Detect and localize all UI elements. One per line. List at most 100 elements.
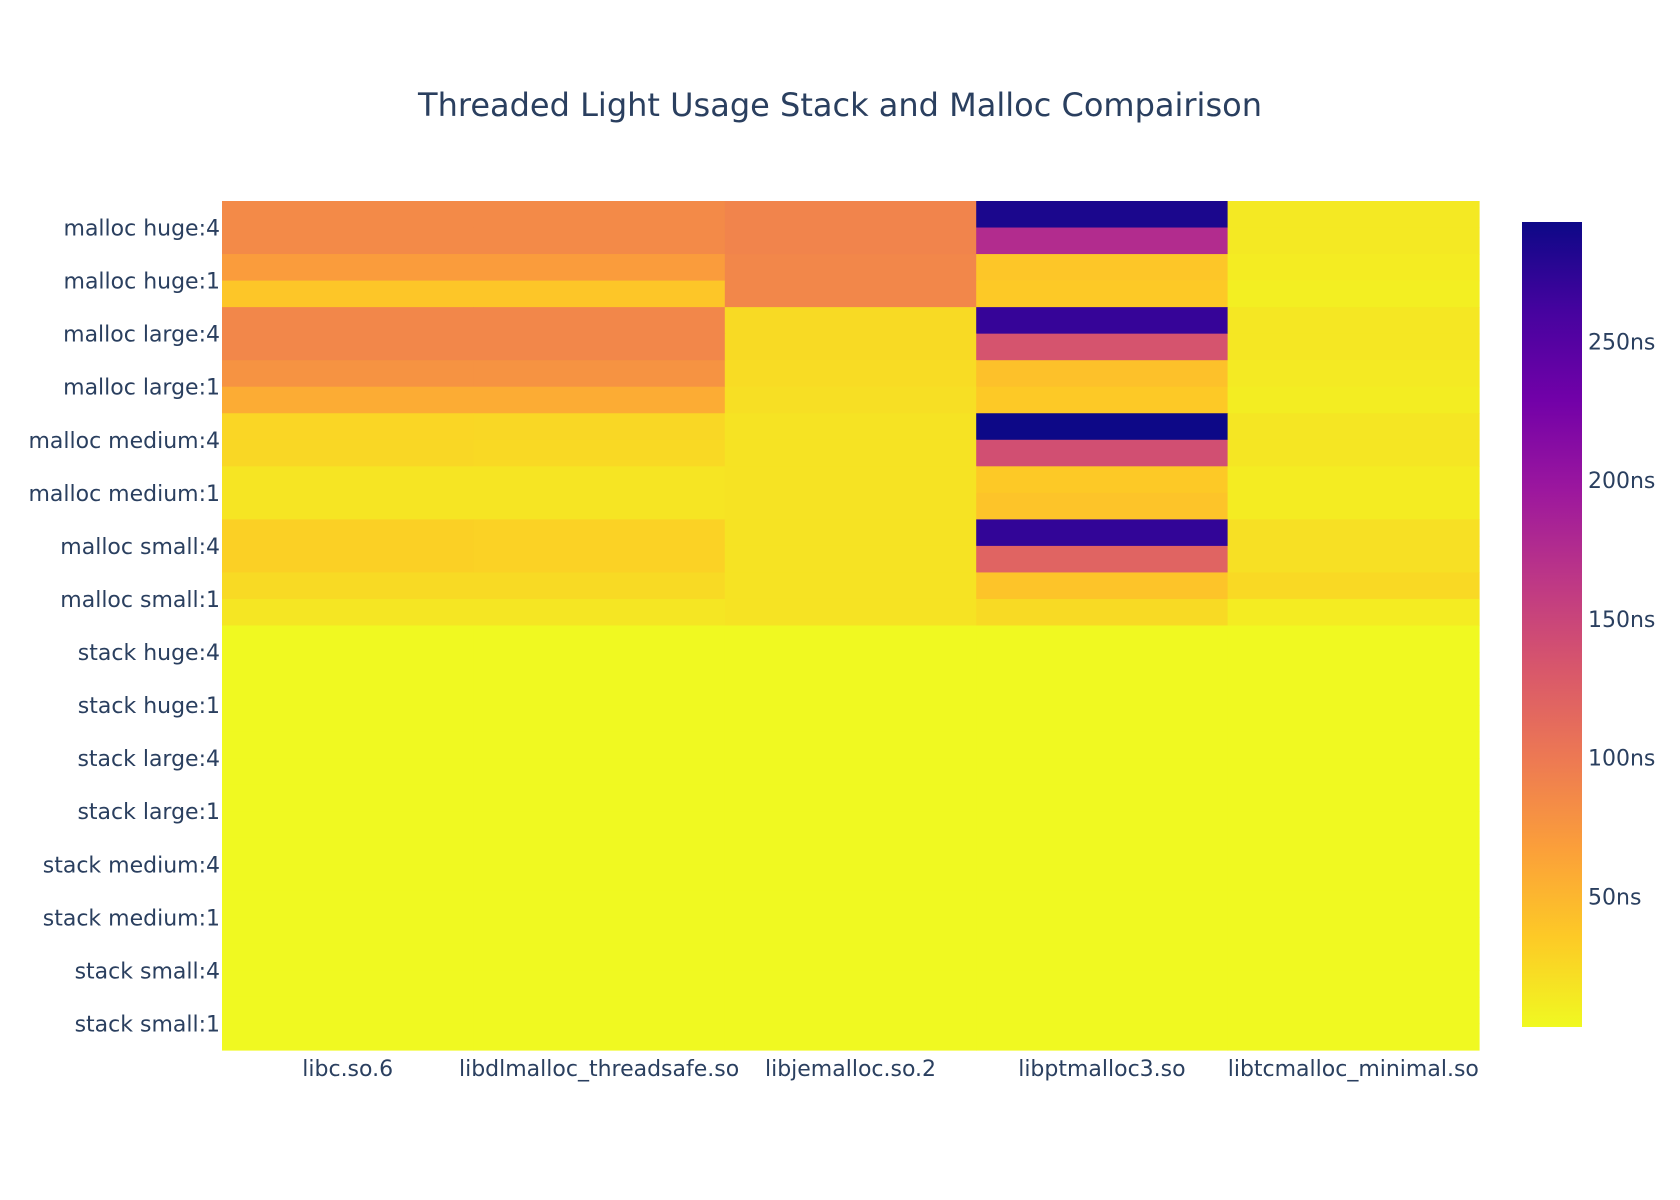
heatmap-cell — [222, 572, 474, 600]
heatmap-cell — [1227, 227, 1480, 255]
heatmap-cell — [724, 227, 977, 255]
heatmap-cell — [473, 943, 726, 972]
heatmap-cell — [222, 758, 474, 786]
heatmap-cell — [222, 705, 474, 733]
heatmap-cell — [473, 811, 726, 839]
heatmap-cells — [222, 201, 1480, 1051]
heatmap-cell — [724, 917, 977, 945]
heatmap-cell — [724, 625, 977, 653]
heatmap-cell — [473, 360, 726, 388]
y-tick-label: malloc medium:4 — [28, 429, 220, 454]
heatmap-cell — [976, 890, 1229, 918]
heatmap-cell — [724, 439, 977, 467]
heatmap-cell — [724, 970, 977, 998]
heatmap-cell — [724, 254, 977, 282]
colorbar — [1522, 222, 1582, 1027]
heatmap-cell — [976, 598, 1229, 627]
heatmap-cell — [1227, 837, 1480, 865]
heatmap-cell — [724, 598, 977, 627]
heatmap-cell — [976, 439, 1229, 467]
heatmap-cell — [724, 811, 977, 839]
x-tick-label: libptmalloc3.so — [1018, 1057, 1185, 1082]
heatmap-cell — [222, 280, 474, 308]
heatmap-cell — [1227, 811, 1480, 839]
heatmap-cell — [473, 837, 726, 865]
heatmap-cell — [1227, 280, 1480, 308]
heatmap-cell — [976, 201, 1229, 229]
heatmap-cell — [724, 333, 977, 361]
heatmap-cell — [1227, 890, 1480, 918]
y-tick-label: stack huge:4 — [78, 641, 220, 666]
x-tick-label: libdlmalloc_threadsafe.so — [459, 1057, 739, 1082]
chart-title: Threaded Light Usage Stack and Malloc Co… — [418, 86, 1262, 124]
heatmap-cell — [976, 333, 1229, 361]
heatmap-cell — [1227, 784, 1480, 812]
y-axis-tick-labels: malloc huge:4 malloc huge:1 malloc large:4… — [28, 217, 220, 1038]
heatmap-cell — [222, 254, 474, 282]
heatmap-cell — [976, 307, 1229, 335]
heatmap-cell — [724, 280, 977, 308]
heatmap-cell — [724, 731, 977, 759]
heatmap-cell — [976, 811, 1229, 839]
heatmap-cell — [976, 652, 1229, 680]
y-tick-label: malloc large:4 — [63, 323, 220, 348]
heatmap-cell — [222, 466, 474, 494]
heatmap-cell — [222, 492, 474, 520]
y-tick-label: malloc small:1 — [60, 588, 220, 613]
heatmap-cell — [473, 652, 726, 680]
heatmap-cell — [976, 386, 1229, 414]
heatmap-cell — [222, 943, 474, 972]
heatmap-cell — [1227, 439, 1480, 467]
heatmap-cell — [1227, 492, 1480, 520]
y-tick-label: malloc large:1 — [63, 376, 220, 401]
heatmap-cell — [1227, 307, 1480, 335]
heatmap-cell — [1227, 996, 1480, 1025]
heatmap-cell — [976, 360, 1229, 388]
y-tick-label: malloc small:4 — [60, 535, 220, 560]
heatmap-cell — [976, 970, 1229, 998]
heatmap-cell — [473, 784, 726, 812]
heatmap-cell — [976, 413, 1229, 441]
heatmap-cell — [724, 492, 977, 520]
heatmap-cell — [222, 545, 474, 574]
heatmap-cell — [976, 466, 1229, 494]
heatmap-cell — [473, 201, 726, 229]
heatmap-cell — [724, 201, 977, 229]
y-tick-label: stack small:1 — [75, 1012, 220, 1037]
heatmap-cell — [976, 625, 1229, 653]
heatmap-cell — [473, 227, 726, 255]
heatmap-cell — [724, 652, 977, 680]
heatmap-cell — [222, 996, 474, 1025]
heatmap-cell — [1227, 678, 1480, 706]
heatmap-cell — [1227, 572, 1480, 600]
heatmap-cell — [473, 917, 726, 945]
heatmap-cell — [222, 1023, 474, 1051]
y-tick-label: malloc huge:1 — [64, 270, 220, 295]
heatmap-cell — [976, 943, 1229, 972]
heatmap-cell — [222, 360, 474, 388]
heatmap-cell — [1227, 1023, 1480, 1051]
heatmap-cell — [473, 439, 726, 467]
heatmap-cell — [473, 678, 726, 706]
heatmap-cell — [473, 890, 726, 918]
heatmap-cell — [976, 731, 1229, 759]
heatmap-cell — [1227, 705, 1480, 733]
heatmap-cell — [976, 758, 1229, 786]
heatmap-cell — [222, 413, 474, 441]
heatmap-cell — [1227, 519, 1480, 547]
colorbar-tick-label: 200ns — [1588, 469, 1655, 494]
heatmap-cell — [1227, 758, 1480, 786]
heatmap-cell — [222, 201, 474, 229]
heatmap-cell — [473, 492, 726, 520]
heatmap-cell — [724, 545, 977, 574]
heatmap-cell — [724, 943, 977, 972]
heatmap-cell — [724, 864, 977, 892]
heatmap-cell — [473, 598, 726, 627]
heatmap-cell — [473, 864, 726, 892]
y-tick-label: stack small:4 — [75, 959, 220, 984]
heatmap-cell — [1227, 864, 1480, 892]
heatmap-cell — [1227, 652, 1480, 680]
heatmap-cell — [724, 758, 977, 786]
x-tick-label: libtcmalloc_minimal.so — [1228, 1057, 1479, 1082]
heatmap-cell — [1227, 970, 1480, 998]
